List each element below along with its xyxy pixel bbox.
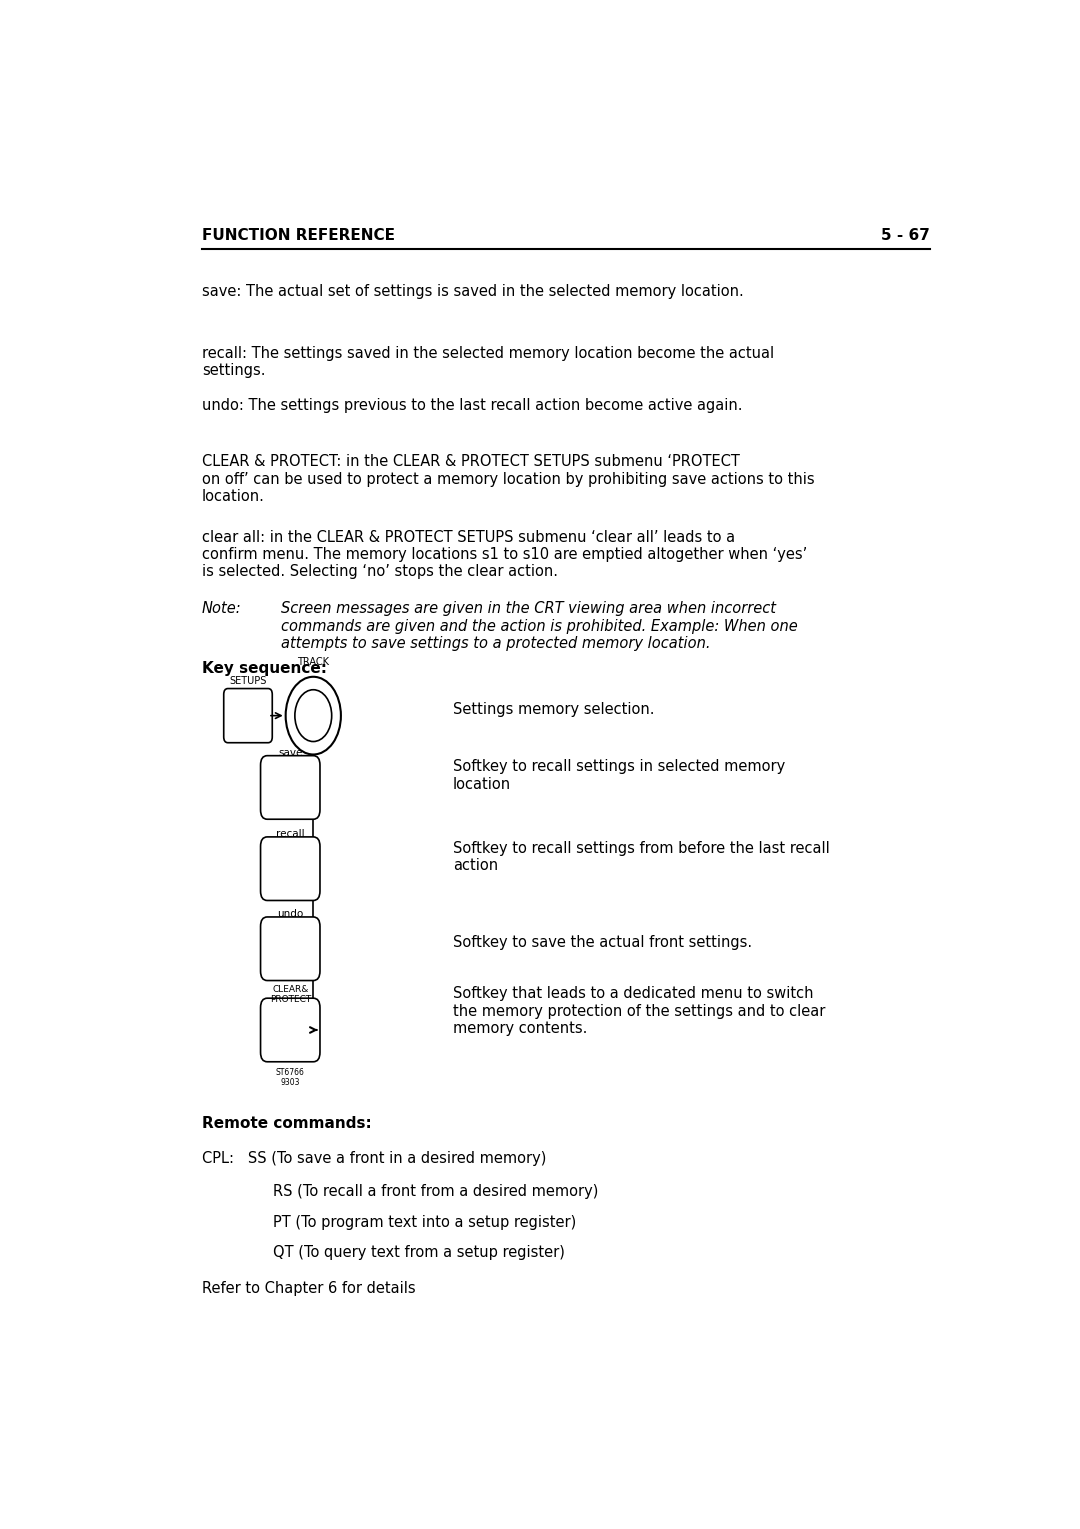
Text: Softkey that leads to a dedicated menu to switch
the memory protection of the se: Softkey that leads to a dedicated menu t…: [454, 986, 825, 1037]
Text: RS (To recall a front from a desired memory): RS (To recall a front from a desired mem…: [273, 1183, 598, 1199]
Text: Softkey to recall settings in selected memory
location: Softkey to recall settings in selected m…: [454, 760, 785, 792]
Text: Softkey to recall settings from before the last recall
action: Softkey to recall settings from before t…: [454, 841, 829, 873]
Text: clear all: in the CLEAR & PROTECT SETUPS submenu ‘clear all’ leads to a
confirm : clear all: in the CLEAR & PROTECT SETUPS…: [202, 529, 807, 579]
Text: recall: recall: [276, 829, 305, 839]
Text: Refer to Chapter 6 for details: Refer to Chapter 6 for details: [202, 1281, 416, 1295]
FancyBboxPatch shape: [260, 917, 320, 980]
Text: save: The actual set of settings is saved in the selected memory location.: save: The actual set of settings is save…: [202, 283, 744, 298]
Circle shape: [295, 690, 332, 742]
Text: Key sequence:: Key sequence:: [202, 662, 327, 676]
Text: Remote commands:: Remote commands:: [202, 1116, 372, 1131]
FancyBboxPatch shape: [260, 998, 320, 1061]
Text: TRACK: TRACK: [297, 657, 329, 667]
Text: CPL:   SS (To save a front in a desired memory): CPL: SS (To save a front in a desired me…: [202, 1151, 546, 1167]
Text: 5 - 67: 5 - 67: [881, 228, 930, 243]
Text: recall: The settings saved in the selected memory location become the actual
set: recall: The settings saved in the select…: [202, 346, 774, 378]
Text: FUNCTION REFERENCE: FUNCTION REFERENCE: [202, 228, 395, 243]
Text: save: save: [278, 748, 302, 758]
FancyBboxPatch shape: [260, 836, 320, 901]
Circle shape: [285, 677, 341, 754]
Text: CLEAR&
PROTECT: CLEAR& PROTECT: [270, 985, 311, 1005]
FancyBboxPatch shape: [224, 688, 272, 743]
Text: undo: undo: [278, 910, 303, 919]
Text: Settings memory selection.: Settings memory selection.: [454, 702, 654, 717]
FancyBboxPatch shape: [260, 755, 320, 820]
Text: CLEAR & PROTECT: in the CLEAR & PROTECT SETUPS submenu ‘PROTECT
on off’ can be u: CLEAR & PROTECT: in the CLEAR & PROTECT …: [202, 454, 814, 505]
Text: Note:: Note:: [202, 601, 242, 616]
Text: PT (To program text into a setup register): PT (To program text into a setup registe…: [273, 1216, 577, 1229]
Text: QT (To query text from a setup register): QT (To query text from a setup register): [273, 1246, 565, 1260]
Text: SETUPS: SETUPS: [229, 676, 267, 687]
Text: ST6766
9303: ST6766 9303: [275, 1067, 305, 1087]
Text: Screen messages are given in the CRT viewing area when incorrect
commands are gi: Screen messages are given in the CRT vie…: [282, 601, 798, 651]
Text: Softkey to save the actual front settings.: Softkey to save the actual front setting…: [454, 936, 752, 951]
Text: undo: The settings previous to the last recall action become active again.: undo: The settings previous to the last …: [202, 398, 742, 413]
